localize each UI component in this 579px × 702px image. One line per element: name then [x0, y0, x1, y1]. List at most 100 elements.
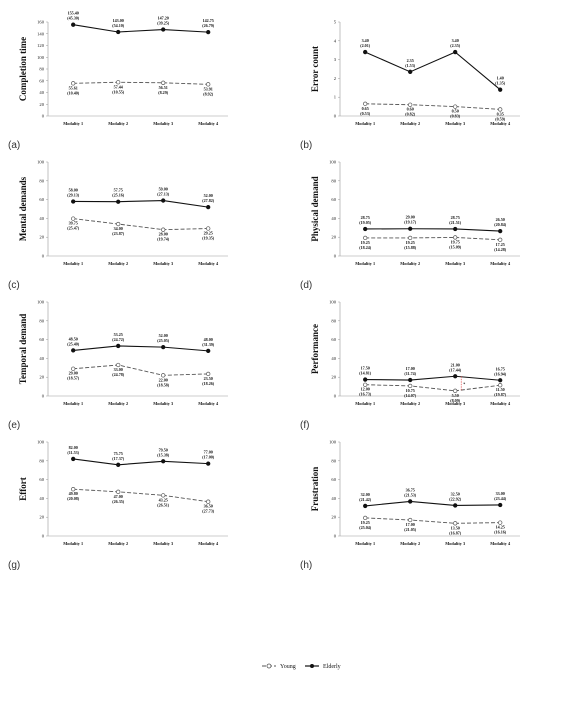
x-tick-label: Modality 2 [400, 541, 420, 546]
data-point-young [116, 489, 121, 494]
data-point-young [453, 521, 458, 526]
data-point-young [116, 80, 121, 85]
data-point-elderly [71, 348, 76, 353]
y-tick-label: 0 [42, 254, 45, 259]
data-label-elderly: 75.75 [114, 451, 123, 456]
sd-label-young: (24.78) [112, 372, 125, 377]
sd-label-young: (16.73) [359, 392, 372, 397]
data-label-elderly: 155.40 [68, 11, 79, 16]
y-tick-label: 60 [331, 337, 336, 342]
sd-label-young: (15.88) [404, 245, 417, 250]
y-tick-label: 60 [39, 337, 44, 342]
sd-label-elderly: (19.17) [404, 220, 417, 225]
data-point-young [453, 104, 458, 109]
data-label-young: 17.00 [406, 522, 415, 527]
data-point-elderly [116, 462, 121, 467]
y-tick-label: 80 [39, 318, 44, 323]
x-tick-label: Modality 1 [355, 401, 375, 406]
sd-label-elderly: (1.35) [495, 81, 506, 86]
sd-label-young: (19.35) [202, 236, 215, 241]
data-label-elderly: 1.40 [497, 76, 504, 81]
data-point-elderly [453, 49, 458, 55]
data-label-young: 19.75 [451, 239, 460, 244]
data-label-young: 0.35 [497, 111, 504, 116]
sd-label-young: (26.35) [112, 499, 125, 504]
y-tick-label: 20 [331, 375, 336, 380]
data-point-elderly [206, 348, 211, 354]
x-tick-label: Modality 1 [355, 541, 375, 546]
y-tick-label: 0 [42, 114, 45, 119]
sd-label-elderly: (11.53) [67, 450, 79, 455]
y-tick-label: 40 [331, 356, 336, 361]
y-tick-label: 40 [39, 90, 44, 95]
data-point-elderly [498, 228, 503, 234]
data-label-elderly: 48.50 [69, 336, 78, 341]
sd-label-young: (0.53) [360, 111, 371, 116]
y-tick-label: 1 [334, 95, 337, 100]
data-label-elderly: 57.75 [114, 188, 123, 193]
sd-label-young: (19.74) [157, 237, 170, 242]
data-label-elderly: 52.00 [159, 333, 168, 338]
y-axis-title: Frustration [310, 467, 320, 512]
y-tick-label: 60 [39, 477, 44, 482]
y-tick-label: 80 [331, 458, 336, 463]
x-tick-label: Modality 4 [490, 541, 511, 546]
sd-label-elderly: (25.40) [67, 341, 80, 346]
y-tick-label: 40 [331, 496, 336, 501]
series-line-elderly [364, 51, 501, 91]
panel-label: (e) [8, 420, 20, 431]
sd-label-young: (10.55) [112, 89, 125, 94]
x-tick-label: Modality 1 [355, 261, 375, 266]
data-label-elderly: 28.75 [361, 215, 370, 220]
sd-label-elderly: (1.53) [405, 63, 416, 68]
y-tick-label: 100 [329, 440, 337, 445]
data-label-elderly: 17.00 [406, 366, 415, 371]
panel-label: (a) [8, 140, 20, 151]
data-point-young [161, 373, 166, 378]
sd-label-young: (19.87) [494, 392, 507, 397]
sd-label-young: (16.16) [494, 530, 507, 535]
data-label-young: 47.00 [114, 494, 123, 499]
sd-label-elderly: (17.44) [449, 367, 462, 372]
sd-label-young: (18.26) [202, 381, 215, 386]
data-point-young [206, 499, 211, 504]
series-line-elderly [73, 24, 209, 33]
data-label-elderly: 33.00 [496, 491, 505, 496]
data-point-elderly [453, 226, 458, 232]
y-tick-label: 5 [334, 20, 337, 25]
panel-label: (b) [300, 140, 312, 151]
sd-label-elderly: (26.79) [202, 23, 215, 28]
y-tick-label: 0 [334, 394, 337, 399]
y-axis-title: Performance [310, 324, 320, 374]
data-point-elderly [161, 27, 166, 32]
y-tick-label: 2 [334, 76, 337, 81]
y-tick-label: 0 [334, 534, 337, 539]
data-point-elderly [206, 204, 211, 210]
sd-label-elderly: (29.13) [67, 192, 80, 197]
data-point-young [161, 80, 166, 85]
data-point-elderly [498, 378, 503, 383]
y-tick-label: 3 [334, 57, 337, 62]
series-line-elderly [73, 199, 209, 208]
data-label-young: 10.75 [406, 388, 415, 393]
data-point-elderly [453, 503, 458, 508]
data-point-young [408, 517, 413, 523]
y-tick-label: 80 [39, 67, 44, 72]
x-tick-label: Modality 4 [198, 261, 219, 266]
sd-label-elderly: (2.01) [360, 43, 371, 48]
y-tick-label: 0 [334, 114, 337, 119]
panel-label: (g) [8, 560, 20, 571]
data-point-elderly [161, 344, 166, 350]
sd-label-young: (25.47) [67, 226, 80, 231]
x-tick-label: Modality 3 [153, 261, 173, 266]
x-tick-label: Modality 1 [63, 261, 83, 266]
sd-label-elderly: (17.00) [202, 455, 215, 460]
x-tick-label: Modality 4 [490, 401, 511, 406]
data-point-elderly [408, 499, 413, 504]
x-tick-label: Modality 4 [198, 401, 219, 406]
sd-label-young: (18.57) [67, 376, 80, 381]
data-point-young [453, 235, 458, 240]
data-point-young [71, 487, 76, 492]
sd-label-elderly: (2.35) [450, 43, 461, 48]
